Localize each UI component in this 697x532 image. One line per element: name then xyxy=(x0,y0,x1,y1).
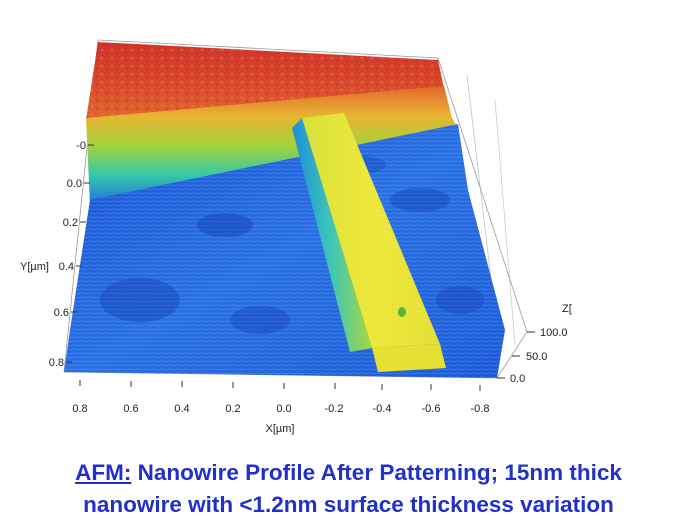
caption-line-2: nanowire with <1.2nm surface thickness v… xyxy=(83,492,614,517)
z-tick: 50.0 xyxy=(526,351,547,363)
x-tick: 0.6 xyxy=(123,403,138,415)
y-tick: 0.2 xyxy=(63,217,78,229)
y-tick: 0.8 xyxy=(49,357,64,369)
z-tick: 0.0 xyxy=(510,373,525,385)
x-tick: 0.4 xyxy=(174,403,189,415)
x-tick: -0.2 xyxy=(325,403,344,415)
x-tick: -0.6 xyxy=(422,403,441,415)
y-tick: -0 xyxy=(76,140,86,152)
x-tick: 0.0 xyxy=(276,403,291,415)
caption-title: Nanowire Profile After Patterning; 15nm … xyxy=(131,460,622,485)
x-tick: -0.8 xyxy=(471,403,490,415)
nanowire-sidewall xyxy=(292,118,372,352)
y-axis-label: Y[µm] xyxy=(20,261,49,273)
y-tick: 0.0 xyxy=(67,178,82,190)
afm-surface-plot: -0 0.0 0.2 0.4 0.6 0.8 Y[µm] 0.8 0.6 xyxy=(20,39,572,435)
caption-prefix: AFM: xyxy=(75,460,132,485)
y-tick: 0.4 xyxy=(59,261,74,273)
z-axis: 100.0 50.0 0.0 Z[ xyxy=(497,303,572,385)
x-tick: -0.4 xyxy=(373,403,392,415)
caption-line-1: AFM: Nanowire Profile After Patterning; … xyxy=(0,458,697,488)
x-tick: 0.8 xyxy=(72,403,87,415)
y-axis: -0 0.0 0.2 0.4 0.6 0.8 Y[µm] xyxy=(20,140,94,369)
y-tick: 0.6 xyxy=(54,307,69,319)
z-tick: 100.0 xyxy=(540,327,568,339)
step-slope xyxy=(86,86,458,205)
x-axis: 0.8 0.6 0.4 0.2 0.0 -0.2 -0.4 -0.6 -0.8 … xyxy=(72,380,489,435)
x-tick: 0.2 xyxy=(225,403,240,415)
x-axis-label: X[µm] xyxy=(266,423,295,435)
z-axis-label: Z[ xyxy=(562,303,572,315)
